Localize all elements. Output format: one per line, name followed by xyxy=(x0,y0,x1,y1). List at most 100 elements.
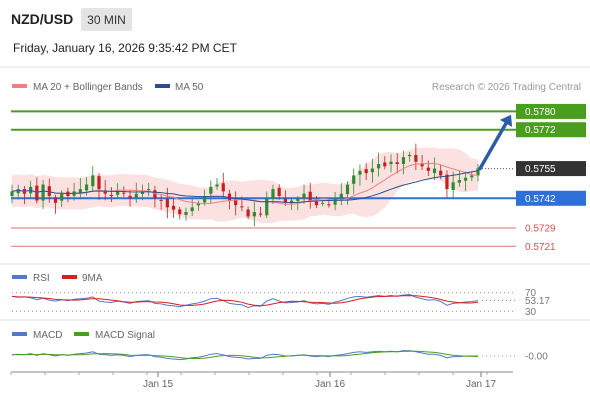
candle-body xyxy=(103,190,107,194)
macd-signal-line xyxy=(11,350,479,359)
timeframe-label: 30 MIN xyxy=(87,13,126,27)
candle xyxy=(41,180,45,210)
macd-last-value: -0.00 xyxy=(525,352,548,363)
candles xyxy=(10,143,480,227)
candle xyxy=(333,191,337,211)
candle xyxy=(364,163,368,180)
rsi-line xyxy=(11,293,479,309)
candle-body xyxy=(476,168,480,176)
candle xyxy=(432,157,437,181)
candle-body xyxy=(420,163,424,167)
candle xyxy=(227,189,232,210)
candle-body xyxy=(439,170,443,176)
rsi-legend-swatch xyxy=(12,275,27,279)
candle-body xyxy=(47,186,51,196)
candle xyxy=(345,181,350,205)
candle-body xyxy=(122,192,126,194)
candle xyxy=(203,189,207,206)
candle-body xyxy=(321,202,325,204)
candle xyxy=(408,152,412,162)
level-tag-label-3: 0.5742 xyxy=(525,194,556,205)
price-panel: 0.5780 0.5772 0.5755 0.5742 0.5729 0.5721 xyxy=(10,103,586,253)
candle-body xyxy=(370,168,374,173)
candle xyxy=(159,195,163,210)
candle-body xyxy=(246,209,250,217)
candle xyxy=(91,166,95,192)
candle xyxy=(271,184,275,204)
candle-body xyxy=(215,184,219,187)
level-tag-0 xyxy=(516,103,586,119)
candle-body xyxy=(190,207,194,212)
candle-body xyxy=(109,194,114,196)
projection-arrow-head xyxy=(499,114,513,127)
ma50-legend-label: MA 50 xyxy=(175,82,204,93)
candle xyxy=(308,182,312,209)
candle-body xyxy=(283,198,287,203)
candle xyxy=(463,171,468,192)
macd-legend-swatch xyxy=(12,332,27,336)
candle-body xyxy=(364,169,368,174)
x-tick-label-2: Jan 17 xyxy=(466,379,496,390)
candle xyxy=(147,182,151,197)
candle xyxy=(445,170,449,199)
candle xyxy=(302,184,306,204)
candle-body xyxy=(234,199,238,206)
candle xyxy=(252,202,256,227)
candle xyxy=(153,185,157,208)
candle-body xyxy=(252,212,256,217)
candle xyxy=(476,163,480,182)
level-tag-3 xyxy=(516,190,586,206)
projection-arrow xyxy=(478,114,513,171)
candle xyxy=(283,190,287,206)
candle-body xyxy=(445,174,449,190)
candle xyxy=(97,173,101,200)
ma20-legend-label: MA 20 + Bollinger Bands xyxy=(33,82,143,93)
bollinger-bands xyxy=(12,147,478,224)
candle xyxy=(78,177,82,200)
candle-body xyxy=(432,168,437,174)
candle xyxy=(277,184,281,200)
candle-body xyxy=(165,198,169,208)
candle xyxy=(258,206,263,218)
candle xyxy=(246,206,250,220)
candle-body xyxy=(209,186,213,194)
candle-body xyxy=(401,157,406,164)
candle xyxy=(178,206,182,220)
candle-body xyxy=(376,164,381,169)
candle-body xyxy=(414,155,418,162)
candle-body xyxy=(463,177,468,181)
candle-body xyxy=(339,193,343,199)
x-tick-label-1: Jan 16 xyxy=(315,379,345,390)
ma50-legend-swatch xyxy=(155,84,170,88)
candle xyxy=(184,207,188,221)
candle xyxy=(190,198,194,216)
candle xyxy=(358,164,362,186)
candle-body xyxy=(147,189,151,191)
candle xyxy=(196,200,200,211)
candle-body xyxy=(314,201,319,206)
candle-body xyxy=(240,206,244,208)
level-tag-label-1: 0.5772 xyxy=(525,125,556,136)
rsi-level-label-70: 70 xyxy=(525,288,537,299)
candle xyxy=(109,187,114,202)
candle xyxy=(209,180,213,205)
candle-body xyxy=(171,205,176,210)
candle-body xyxy=(383,162,387,167)
candle-body xyxy=(196,202,200,206)
candle-body xyxy=(327,204,331,206)
rsi-ma-legend-swatch xyxy=(62,275,77,279)
candle xyxy=(265,191,269,219)
timeframe-badge[interactable] xyxy=(81,8,132,31)
candle xyxy=(221,172,225,197)
level-lines xyxy=(11,110,516,247)
candle-body xyxy=(426,167,430,171)
candle-body xyxy=(290,200,294,204)
candle-body xyxy=(16,189,20,194)
candle-body xyxy=(128,195,132,199)
candle-body xyxy=(91,175,95,187)
projection-arrow-shaft xyxy=(478,121,508,171)
candle-body xyxy=(271,189,275,199)
candle xyxy=(234,191,238,216)
